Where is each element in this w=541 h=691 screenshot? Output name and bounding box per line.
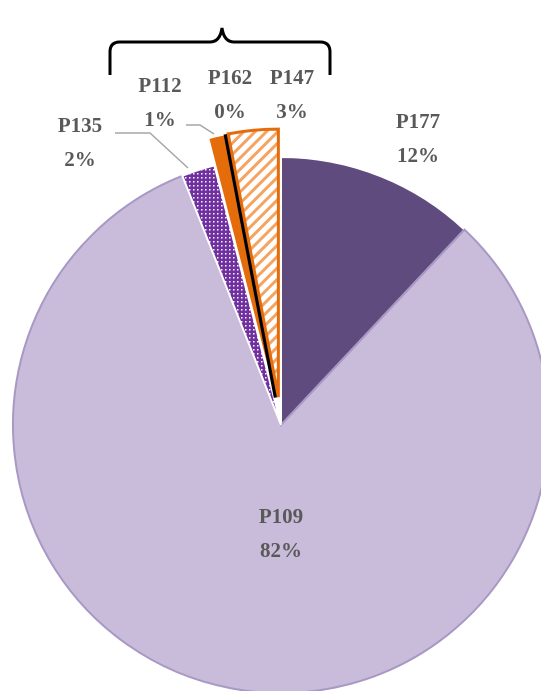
slice-value-label: 0% [214, 99, 246, 123]
leader-line [186, 124, 215, 135]
leader-line [115, 132, 189, 169]
slice-label: P112 [138, 73, 181, 97]
slice-value-label: 2% [64, 147, 96, 171]
slice-label: P162 [208, 65, 252, 89]
pie-slice [223, 133, 278, 398]
slice-value-label: 1% [144, 107, 176, 131]
pie-slice [12, 174, 541, 691]
slice-label: P135 [58, 113, 102, 137]
slice-value-label: 12% [397, 143, 439, 167]
slice-label: P109 [259, 504, 303, 528]
pie-slice [280, 155, 466, 428]
slice-label: P147 [270, 65, 314, 89]
group-brace [108, 27, 332, 75]
pie-slice [226, 127, 280, 398]
slice-label: P177 [396, 109, 440, 133]
slice-value-label: 82% [260, 538, 302, 562]
slice-value-label: 3% [276, 99, 308, 123]
